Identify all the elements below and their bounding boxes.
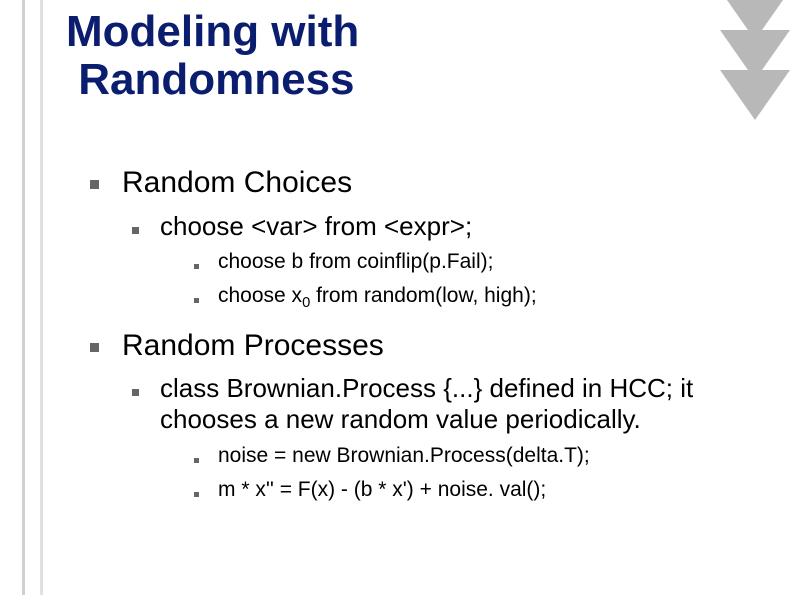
l3-text: noise = new Brownian.Process(delta.T);: [218, 443, 590, 469]
l2-text: choose <var> from <expr>;: [160, 211, 472, 242]
l1-heading: Random Processes: [122, 329, 384, 364]
l3-text: choose b from coinflip(p.Fail);: [218, 249, 493, 275]
ex2-post: from random(low, high);: [310, 284, 536, 307]
bullet-icon: [194, 451, 200, 457]
section-random-choices: Random Choices: [90, 166, 720, 201]
l1-heading: Random Choices: [122, 166, 352, 201]
bullet-icon: [132, 222, 140, 230]
l3-text: m * x'' = F(x) - (b * x') + noise. val()…: [218, 477, 546, 503]
title-line-2: Randomness: [78, 55, 354, 104]
bullet-icon: [90, 180, 100, 190]
corner-chevrons: [680, 0, 790, 160]
slide-body: Random Choices choose <var> from <expr>;…: [90, 150, 720, 503]
l3-text: choose x0 from random(low, high);: [218, 283, 537, 313]
bullet-icon: [194, 257, 200, 263]
l2-item: class Brownian.Process {...} defined in …: [132, 373, 720, 434]
l3-item: noise = new Brownian.Process(delta.T);: [194, 443, 720, 469]
left-stripe-2: [40, 0, 43, 595]
bullet-icon: [194, 485, 200, 491]
l2-text: class Brownian.Process {...} defined in …: [160, 373, 720, 434]
ex2-sub: 0: [302, 296, 310, 312]
l3-item: choose b from coinflip(p.Fail);: [194, 249, 720, 275]
l2-item: choose <var> from <expr>;: [132, 211, 720, 242]
left-stripe-1: [22, 0, 25, 595]
slide-title: Modeling with Randomness: [66, 8, 359, 105]
bullet-icon: [90, 343, 100, 353]
bullet-icon: [194, 291, 200, 297]
bullet-icon: [132, 384, 140, 392]
l3-item: choose x0 from random(low, high);: [194, 283, 720, 313]
l3-item: m * x'' = F(x) - (b * x') + noise. val()…: [194, 477, 720, 503]
title-line-1: Modeling with: [66, 7, 359, 56]
ex2-pre: choose x: [218, 284, 302, 307]
section-random-processes: Random Processes: [90, 329, 720, 364]
